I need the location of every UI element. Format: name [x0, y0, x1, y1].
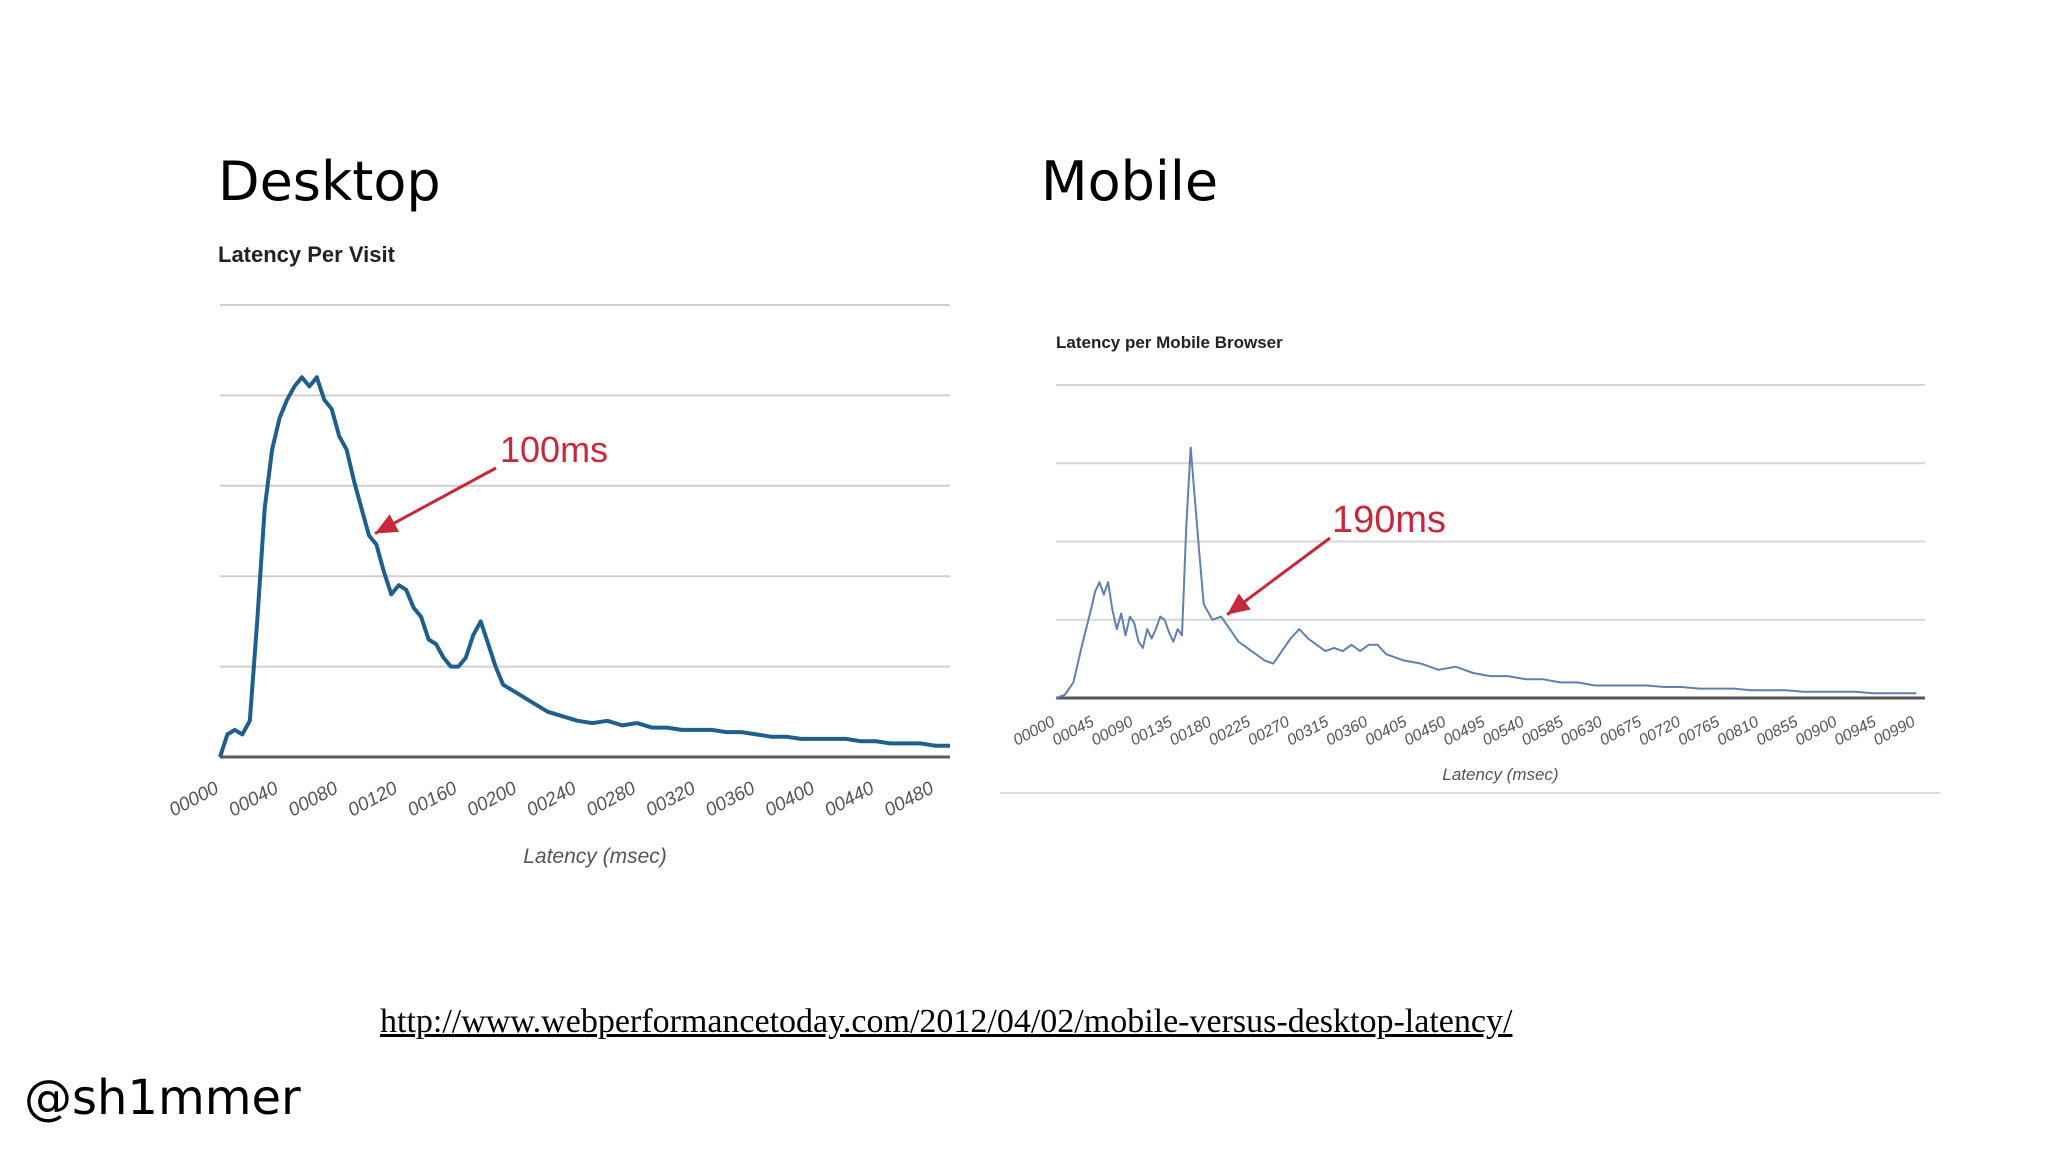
annotation-arrowhead [374, 514, 400, 534]
x-tick-label: 00400 [762, 778, 819, 822]
x-tick-label: 00900 [1793, 713, 1840, 749]
x-tick-label: 00240 [523, 778, 580, 822]
x-tick-label: 00135 [1128, 713, 1175, 749]
x-tick-label: 00090 [1089, 713, 1136, 749]
source-link[interactable]: http://www.webperformancetoday.com/2012/… [380, 1003, 1513, 1040]
x-axis-label: Latency (msec) [1442, 765, 1558, 784]
chart-title: Latency per Mobile Browser [1056, 333, 1283, 352]
x-tick-label: 00120 [345, 778, 402, 822]
x-tick-label: 00810 [1714, 713, 1761, 749]
x-tick-label: 00160 [404, 778, 461, 822]
x-tick-label: 00495 [1441, 713, 1488, 749]
x-tick-label: 00630 [1558, 713, 1605, 749]
x-tick-label: 00045 [1050, 713, 1097, 749]
chart-title: Latency Per Visit [218, 242, 396, 267]
x-tick-label: 00855 [1754, 713, 1801, 749]
desktop-latency-chart: Latency Per Visit 00000 00040 00080 00120 001… [166, 242, 950, 868]
x-tick-label: 00360 [1323, 713, 1370, 749]
twitter-handle: @sh1mmer [24, 1070, 301, 1126]
x-tick-label: 00270 [1245, 713, 1292, 749]
x-tick-label: 00315 [1284, 713, 1331, 749]
x-tick-label: 00360 [702, 778, 759, 822]
x-tick-label: 00320 [643, 778, 700, 822]
x-tick-label: 00040 [225, 778, 282, 822]
x-tick-label: 00765 [1675, 713, 1722, 749]
x-tick-label: 00990 [1871, 713, 1918, 749]
x-tick-label: 00405 [1363, 713, 1410, 749]
x-tick-label: 00440 [821, 778, 878, 822]
x-tick-label: 00180 [1167, 713, 1214, 749]
series-line [1055, 446, 1917, 699]
x-tick-label: 00200 [464, 778, 521, 822]
annotation-arrow-line [374, 466, 497, 535]
annotation-arrowhead [1227, 593, 1251, 615]
x-tick-label: 00480 [881, 778, 938, 822]
x-tick-label: 00675 [1597, 713, 1644, 749]
x-tick-label: 00280 [583, 778, 640, 822]
x-tick-label: 00000 [1011, 713, 1058, 749]
series-line [218, 375, 950, 758]
x-tick-label: 00585 [1519, 713, 1566, 749]
desktop-heading: Desktop [218, 150, 441, 213]
x-axis-label: Latency (msec) [523, 845, 667, 868]
x-tick-label: 00945 [1832, 713, 1879, 749]
x-tick-label: 00450 [1402, 713, 1449, 749]
x-tick-label: 00720 [1636, 713, 1683, 749]
x-tick-label: 00000 [166, 778, 223, 822]
mobile-heading: Mobile [1041, 150, 1219, 213]
x-tick-label: 00080 [285, 778, 342, 822]
x-tick-label: 00540 [1480, 713, 1527, 749]
x-tick-label: 00225 [1206, 713, 1253, 749]
mobile-latency-chart: Latency per Mobile Browser 00000000450009… [1000, 333, 1940, 794]
annotation-label: 190ms [1332, 499, 1446, 541]
annotation-label: 100ms [500, 429, 608, 470]
